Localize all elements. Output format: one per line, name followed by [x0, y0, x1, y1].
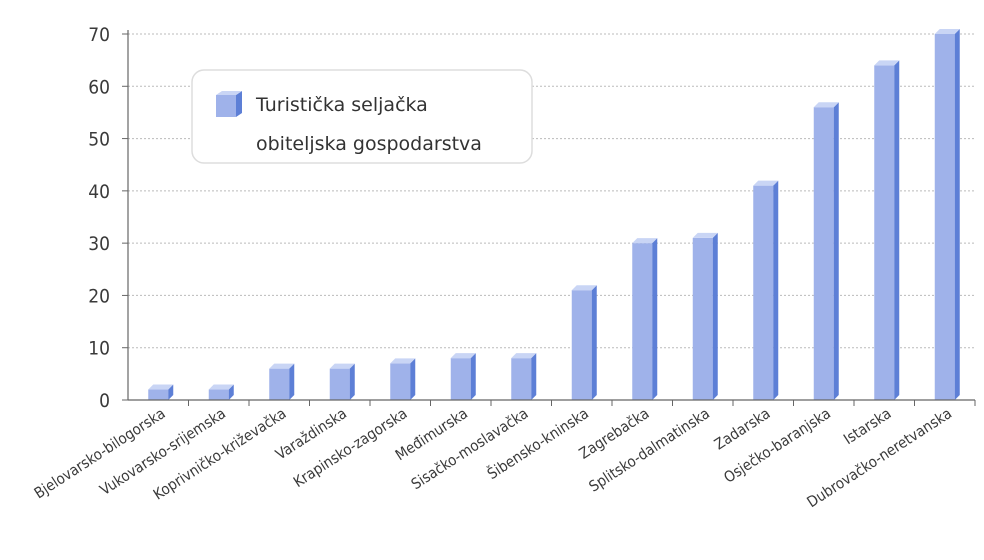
- bar: [692, 232, 718, 400]
- bar-top: [813, 102, 839, 108]
- bar-front: [511, 358, 532, 400]
- legend-label-line-2: obiteljska gospodarstva: [256, 133, 482, 155]
- bar-front: [148, 389, 169, 400]
- bar-side: [954, 29, 960, 400]
- bar-side: [349, 363, 355, 400]
- bar: [269, 363, 295, 400]
- bar-front: [390, 363, 411, 400]
- bar-front: [329, 368, 350, 400]
- bar: [511, 353, 537, 400]
- bar-side: [652, 238, 658, 400]
- bar-side: [289, 363, 295, 400]
- bar-side: [410, 358, 416, 400]
- y-tick-label: 30: [88, 233, 110, 255]
- legend-box: [191, 69, 533, 164]
- bar-front: [753, 185, 774, 400]
- legend-label-line-1: Turistička seljačka: [255, 94, 428, 116]
- bar-front: [632, 243, 653, 400]
- bar: [874, 60, 900, 400]
- bar-side: [228, 384, 234, 400]
- bar: [571, 285, 597, 400]
- bar: [813, 102, 839, 400]
- bar-front: [571, 290, 592, 400]
- legend-swatch-icon: [216, 91, 242, 117]
- y-tick-label: 40: [88, 181, 110, 203]
- bar: [632, 238, 658, 400]
- bar-side: [531, 353, 537, 400]
- bar: [329, 363, 355, 400]
- bar-side: [470, 353, 476, 400]
- bar-top: [934, 29, 960, 34]
- bar-top: [632, 238, 658, 244]
- bar: [390, 358, 416, 400]
- bar: [753, 180, 779, 400]
- x-tick-label: Šibensko-kninska: [483, 403, 591, 483]
- bar-side: [773, 180, 779, 400]
- bar-top: [269, 363, 295, 369]
- bar-front: [269, 368, 290, 400]
- bar: [934, 29, 960, 400]
- bar-top: [874, 60, 900, 66]
- y-tick-label: 10: [88, 338, 110, 360]
- bar-front: [934, 34, 955, 400]
- x-tick-label: Osječko-baranjska: [720, 404, 833, 486]
- bar-top: [571, 285, 597, 291]
- bar-side: [712, 232, 718, 400]
- x-tick-label: Krapinsko-zagorska: [290, 404, 410, 491]
- bar-front: [208, 389, 229, 400]
- bar-side: [833, 102, 839, 400]
- legend: Turistička seljačka obiteljska gospodars…: [191, 69, 533, 164]
- x-axis-ticks: Bjelovarsko-bilogorskaVukovarsko-srijems…: [31, 400, 976, 511]
- y-tick-label: 20: [88, 285, 110, 307]
- bar-front: [874, 65, 895, 400]
- bar-top: [390, 358, 416, 364]
- bar: [208, 384, 234, 400]
- bars: [148, 29, 960, 400]
- bar-side: [894, 60, 900, 400]
- bar-top: [148, 384, 174, 390]
- y-tick-label: 50: [88, 129, 110, 151]
- bar-front: [450, 358, 471, 400]
- y-tick-label: 70: [88, 24, 110, 46]
- bar-top: [692, 232, 718, 238]
- bar-top: [753, 180, 779, 186]
- bar-front: [813, 107, 834, 400]
- bar: [148, 384, 174, 400]
- bar-top: [511, 353, 537, 359]
- bar: [450, 353, 476, 400]
- bar-top: [450, 353, 476, 359]
- y-axis-ticks: 0 10 20 30 40 50 60 70: [88, 24, 128, 412]
- bar-side: [168, 384, 174, 400]
- y-tick-label: 60: [88, 76, 110, 98]
- bar-side: [591, 285, 597, 400]
- bar-top: [208, 384, 234, 390]
- bar-front: [692, 237, 713, 400]
- bar-top: [329, 363, 355, 369]
- y-tick-label: 0: [99, 390, 110, 412]
